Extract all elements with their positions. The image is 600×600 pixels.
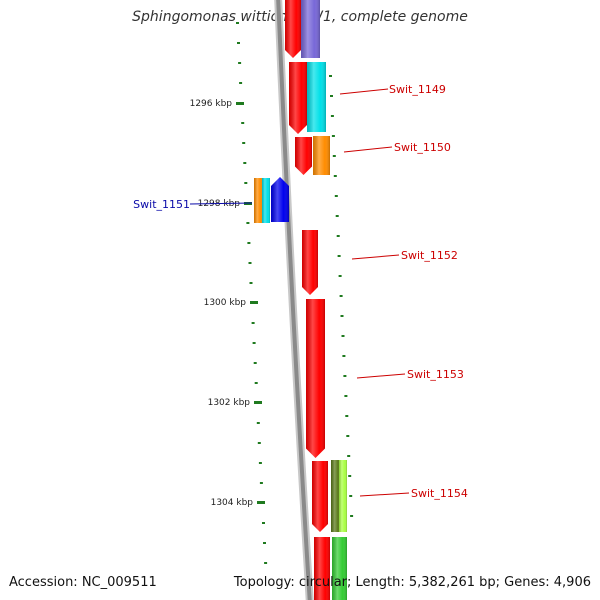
outer-tick-dot [257, 442, 261, 444]
gene-label-swit-1154[interactable]: Swit_1154 [411, 487, 468, 500]
outer-tick-dot [239, 82, 243, 84]
gene-arrow-red[interactable] [306, 299, 325, 458]
gene-leader-line [343, 146, 393, 153]
outer-tick-dot [251, 322, 255, 324]
inner-tick-dot [348, 475, 352, 477]
inner-tick-dot [341, 335, 345, 337]
outer-tick-dot [241, 122, 245, 124]
inner-tick-dot [330, 95, 333, 97]
outer-tick-dot [249, 282, 253, 284]
outer-tick-dot [264, 562, 268, 564]
inner-tick-dot [336, 235, 340, 237]
inner-tick-dot [333, 175, 337, 177]
minor-tick-dots [236, 22, 354, 564]
gene-arrow-red[interactable] [302, 230, 318, 295]
gene-leader-line [189, 202, 253, 205]
inner-tick-dot [334, 195, 338, 197]
inner-tick-dot [350, 515, 354, 517]
outer-tick-dot [254, 382, 258, 384]
outer-tick-dot [237, 42, 240, 44]
kbp-tick-label: 1302 kbp [208, 398, 251, 408]
inner-tick-dot [338, 275, 342, 277]
inner-tick-dot [337, 255, 341, 257]
kbp-tick-label: 1296 kbp [190, 99, 233, 109]
gene-leader-line [339, 88, 389, 95]
gene-leader-line [359, 492, 410, 497]
gene-leader-line [356, 373, 406, 379]
outer-tick-dot [263, 542, 266, 544]
inner-tick-dot [330, 115, 334, 117]
genome-backbone [274, 0, 314, 600]
gene-arrow-red[interactable] [295, 137, 312, 175]
outer-tick-dot [259, 482, 263, 484]
gene-track [254, 0, 347, 600]
outer-tick-dot [248, 262, 252, 264]
inner-tick-dot [344, 395, 348, 397]
outer-tick-dot [258, 462, 262, 464]
inner-tick-dot [339, 295, 343, 297]
inner-tick-dot [345, 415, 349, 417]
gene-block-lime[interactable] [339, 460, 347, 532]
outer-tick-dot [243, 162, 247, 164]
major-tick-mark [257, 501, 265, 504]
inner-tick-dot [329, 75, 332, 77]
inner-tick-dot [332, 155, 336, 157]
gene-block-cyan[interactable] [307, 62, 326, 132]
genome-summary-text: Topology: circular; Length: 5,382,261 bp… [233, 575, 591, 590]
outer-tick-dot [236, 22, 239, 24]
major-tick-mark [236, 102, 244, 105]
gene-block-red[interactable] [314, 537, 330, 600]
outer-tick-dot [247, 242, 251, 244]
kbp-tick-label: 1304 kbp [211, 498, 254, 508]
outer-tick-dot [244, 182, 248, 184]
gene-label-swit-1149[interactable]: Swit_1149 [389, 83, 446, 96]
outer-tick-dot [238, 62, 242, 64]
gene-arrow-red[interactable] [289, 62, 307, 134]
outer-tick-dot [256, 422, 260, 424]
gene-block-green[interactable] [332, 537, 347, 600]
major-tick-mark [250, 301, 258, 304]
gene-block-olive[interactable] [331, 460, 341, 532]
outer-tick-dot [246, 222, 250, 224]
outer-tick-dot [253, 362, 257, 364]
kbp-tick-label: 1300 kbp [204, 298, 247, 308]
gene-block-orange[interactable] [313, 136, 330, 175]
gene-arrow-red[interactable] [312, 461, 328, 532]
outer-tick-dot [262, 522, 265, 524]
inner-tick-dot [346, 435, 350, 437]
outer-tick-dot [252, 342, 256, 344]
inner-tick-dot [347, 455, 351, 457]
major-tick-mark [254, 401, 262, 404]
gene-block-purple[interactable] [301, 0, 320, 58]
inner-tick-dot [349, 495, 353, 497]
inner-tick-dot [343, 375, 347, 377]
gene-label-swit-1150[interactable]: Swit_1150 [394, 141, 451, 154]
gene-block-cyan[interactable] [262, 178, 270, 223]
backbone-line [276, 0, 312, 600]
gene-leader-line [351, 254, 400, 260]
inner-tick-dot [342, 355, 346, 357]
accession-text: Accession: NC_009511 [9, 575, 157, 590]
inner-tick-dot [331, 135, 335, 137]
inner-tick-dot [340, 315, 344, 317]
gene-label-swit-1152[interactable]: Swit_1152 [401, 249, 458, 262]
gene-arrow-red[interactable] [285, 0, 301, 58]
gene-labels: Swit_1149 Swit_1150 Swit_1151 Swit_1152 Swit… [133, 83, 468, 500]
inner-tick-dot [335, 215, 339, 217]
gene-block-orange[interactable] [254, 178, 263, 223]
outer-tick-dot [242, 142, 246, 144]
gene-label-swit-1153[interactable]: Swit_1153 [407, 368, 464, 381]
gene-arrow-blue[interactable] [271, 177, 289, 222]
gene-label-swit-1151[interactable]: Swit_1151 [133, 198, 190, 211]
